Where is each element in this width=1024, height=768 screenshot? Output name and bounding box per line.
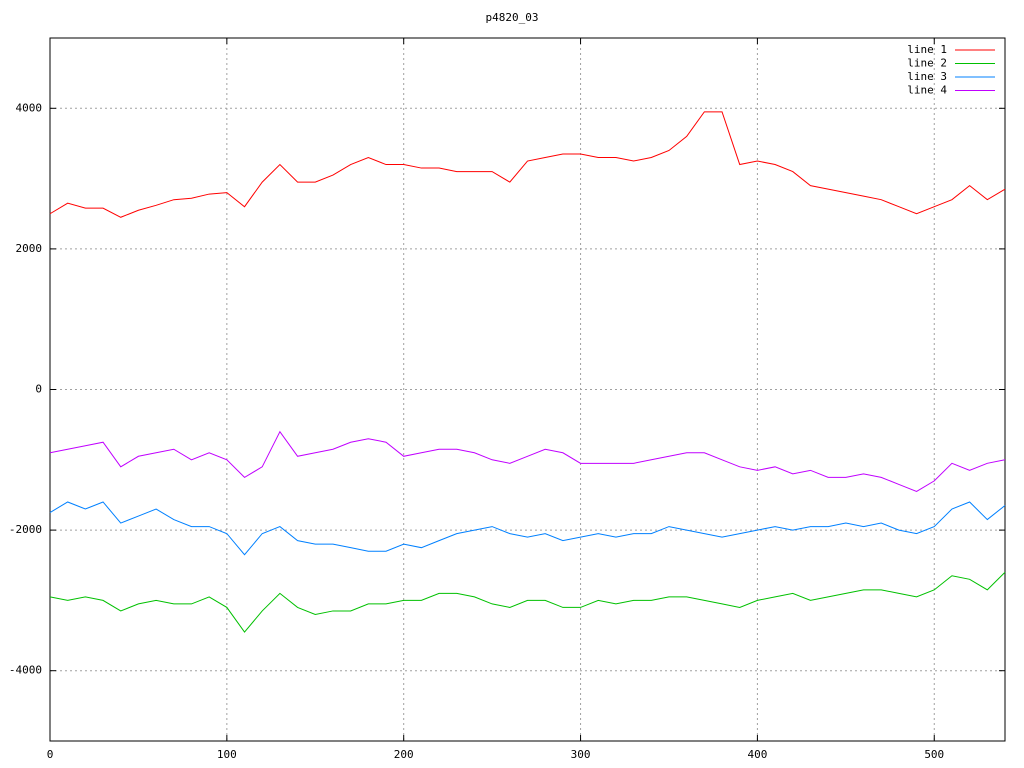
data-line xyxy=(49,571,1006,633)
y-tick-label: -2000 xyxy=(9,523,42,536)
y-tick-label: 4000 xyxy=(16,101,43,114)
y-tick-label: 0 xyxy=(35,383,42,396)
legend-label: line 2 xyxy=(907,57,947,70)
data-line xyxy=(49,430,1006,492)
x-tick-label: 400 xyxy=(747,748,767,761)
x-tick-label: 0 xyxy=(47,748,54,761)
plot-border xyxy=(49,37,1006,742)
x-tick-label: 100 xyxy=(217,748,237,761)
data-line xyxy=(49,111,1006,218)
legend-label: line 4 xyxy=(907,84,947,97)
data-line xyxy=(49,501,1006,556)
chart-title: p4820_03 xyxy=(486,11,539,24)
x-tick-label: 300 xyxy=(571,748,591,761)
y-tick-label: 2000 xyxy=(16,242,43,255)
legend-label: line 3 xyxy=(907,70,947,83)
y-tick-label: -4000 xyxy=(9,664,42,677)
x-tick-label: 200 xyxy=(394,748,414,761)
x-tick-label: 500 xyxy=(924,748,944,761)
legend-label: line 1 xyxy=(907,43,947,56)
